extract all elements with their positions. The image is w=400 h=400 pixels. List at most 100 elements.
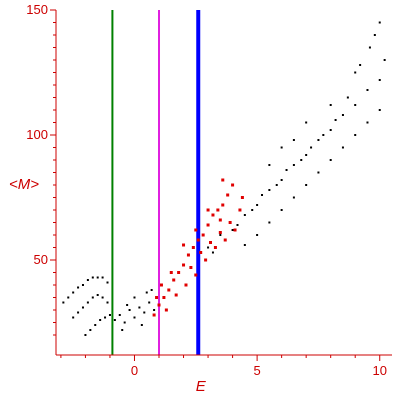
black-data-point <box>373 34 376 36</box>
black-data-point <box>108 314 111 316</box>
black-data-point <box>251 209 254 211</box>
black-data-point <box>256 204 259 206</box>
black-data-point <box>101 276 104 279</box>
black-data-point <box>91 276 94 279</box>
black-data-point <box>243 214 246 216</box>
black-data-point <box>261 194 264 196</box>
black-data-point <box>106 301 109 304</box>
red-data-point <box>233 228 237 232</box>
black-data-point <box>378 21 381 24</box>
black-data-point <box>89 329 92 331</box>
black-data-point <box>280 179 283 181</box>
red-data-point <box>167 288 171 292</box>
black-data-point <box>378 109 381 111</box>
red-data-point <box>152 313 156 317</box>
black-data-point <box>317 171 320 174</box>
black-data-point <box>138 306 141 309</box>
red-data-point <box>164 308 168 312</box>
black-data-point <box>354 71 357 74</box>
black-data-point <box>81 284 84 286</box>
black-data-point <box>268 164 271 166</box>
black-data-point <box>275 184 278 186</box>
black-data-point <box>96 276 99 279</box>
black-data-point <box>359 64 362 66</box>
black-data-point <box>113 319 116 321</box>
red-data-point <box>157 303 161 307</box>
red-data-point <box>189 266 193 269</box>
black-data-point <box>317 139 320 141</box>
black-data-point <box>329 159 332 161</box>
black-data-point <box>292 164 295 166</box>
black-data-point <box>368 46 371 49</box>
black-data-point <box>128 309 131 311</box>
black-data-point <box>94 324 97 326</box>
black-data-point <box>207 246 210 249</box>
red-data-point <box>204 258 208 262</box>
black-data-point <box>84 334 87 336</box>
red-data-point <box>169 271 173 274</box>
black-data-point <box>231 229 234 231</box>
red-data-point <box>182 243 186 247</box>
black-data-point <box>77 286 80 289</box>
red-data-point <box>226 193 230 197</box>
red-data-point <box>196 238 200 242</box>
black-data-point <box>150 289 153 291</box>
red-data-point <box>172 278 176 282</box>
x-tick-label: 10 <box>373 363 387 378</box>
red-data-point <box>155 296 159 299</box>
axes <box>55 10 392 356</box>
black-data-point <box>153 309 156 311</box>
black-data-point <box>322 134 325 136</box>
red-data-point <box>231 183 235 187</box>
black-data-point <box>211 251 214 254</box>
black-data-point <box>310 146 313 149</box>
red-data-point <box>228 221 232 224</box>
x-tick-label: 0 <box>131 363 138 378</box>
red-data-point <box>218 231 222 234</box>
black-data-point <box>366 121 369 124</box>
red-data-point <box>159 283 163 287</box>
red-data-point <box>186 253 190 257</box>
red-data-point <box>162 296 166 299</box>
black-data-point <box>305 184 308 186</box>
red-data-point <box>211 213 215 217</box>
black-data-point <box>86 301 89 304</box>
black-data-point <box>341 114 344 116</box>
red-data-point <box>201 233 205 237</box>
black-data-point <box>378 79 381 81</box>
black-data-point <box>236 224 239 226</box>
black-data-point <box>292 196 295 199</box>
black-data-point <box>140 324 143 326</box>
y-axis-title: <M> <box>9 176 39 193</box>
black-data-point <box>280 146 283 149</box>
red-data-point <box>216 208 220 212</box>
y-tick-label: 150 <box>26 2 48 17</box>
red-data-point <box>194 228 198 232</box>
black-data-point <box>77 311 80 314</box>
black-data-point <box>219 234 222 236</box>
black-data-point <box>121 329 124 331</box>
red-data-point <box>182 263 186 267</box>
black-data-point <box>300 159 303 161</box>
black-data-point <box>268 189 271 191</box>
black-data-point <box>99 319 102 321</box>
black-data-point <box>148 301 151 304</box>
red-data-point <box>174 293 178 297</box>
black-data-point <box>354 104 357 106</box>
x-axis-title: E <box>196 378 207 395</box>
black-data-point <box>72 291 75 294</box>
black-data-point <box>143 311 146 314</box>
red-data-point <box>177 271 181 274</box>
red-data-point <box>218 218 222 222</box>
black-data-point <box>366 89 369 91</box>
black-data-point <box>334 119 337 121</box>
black-data-point <box>341 146 344 149</box>
black-data-point <box>305 154 308 156</box>
black-data-point <box>106 281 109 284</box>
black-data-point <box>104 316 107 319</box>
black-data-point <box>285 169 288 171</box>
black-data-point <box>268 221 271 224</box>
y-tick-label: 50 <box>34 252 48 267</box>
red-data-point <box>184 283 188 287</box>
